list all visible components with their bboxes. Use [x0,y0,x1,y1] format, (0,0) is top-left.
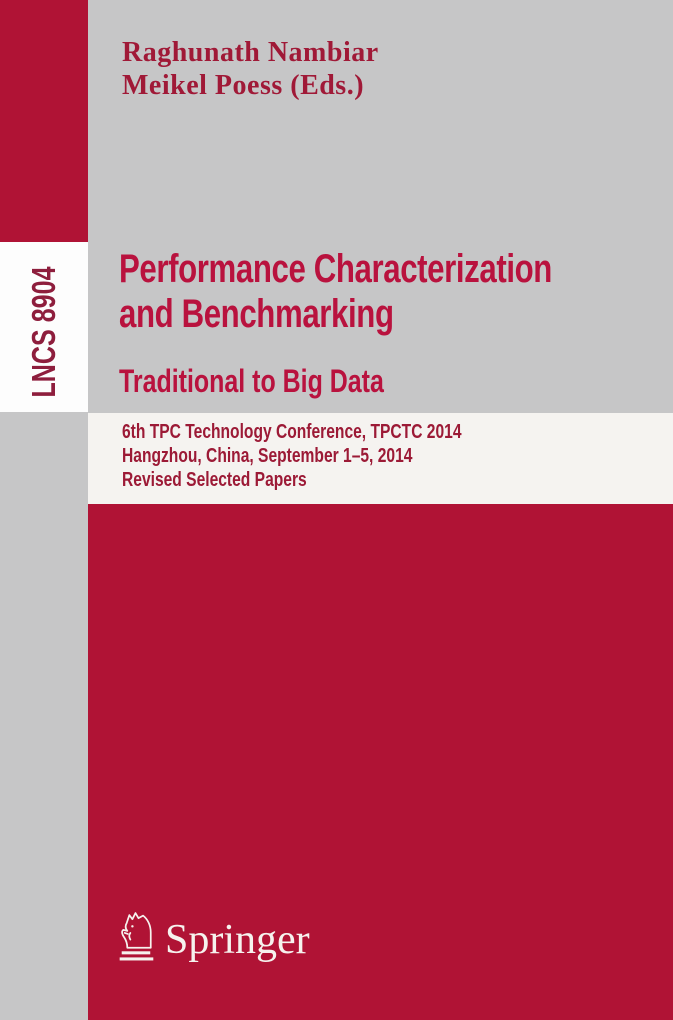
spine-white-strip [0,242,88,412]
springer-logo: Springer [117,907,377,969]
book-subtitle: Traditional to Big Data [119,363,384,399]
conference-line-1: 6th TPC Technology Conference, TPCTC 201… [122,421,462,443]
spine-series-label: LNCS 8904 [25,266,63,398]
conference-line-2: Hangzhou, China, September 1–5, 2014 [122,445,413,467]
publisher-wordmark: Springer [165,917,310,963]
editors-block: Raghunath Nambiar Meikel Poess (Eds.) [122,36,379,102]
conference-line-3: Revised Selected Papers [122,469,307,491]
main-red-panel [88,504,673,1020]
conference-info-block: 6th TPC Technology Conference, TPCTC 201… [122,420,557,492]
spine-series-label-box: LNCS 8904 [0,242,88,412]
book-title: Performance Characterization and Benchma… [119,247,673,337]
springer-horse-icon [119,912,154,961]
editor-name-2: Meikel Poess (Eds.) [122,70,365,101]
title-line-2: and Benchmarking [119,292,394,336]
title-line-1: Performance Characterization [119,247,552,291]
conference-band [88,413,673,504]
editor-name-1: Raghunath Nambiar [122,37,379,68]
spine-red-block [0,0,88,242]
